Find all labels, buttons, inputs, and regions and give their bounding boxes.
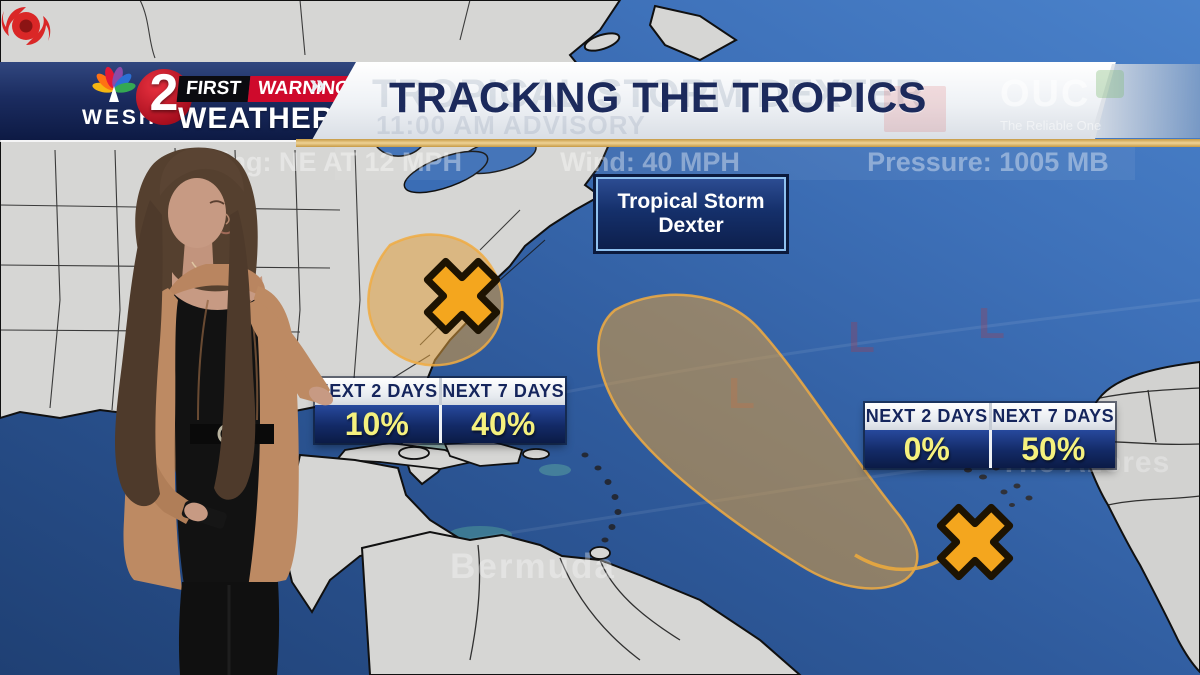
ghost-storm-title: TROPICAL STORM DEXTER xyxy=(372,72,925,116)
outlook-table-east-coast: NEXT 2 DAYS NEXT 7 DAYS 10% 40% xyxy=(315,378,565,443)
storm-name-line1: Tropical Storm xyxy=(617,189,765,213)
ghost-advisory-time: 11:00 AM ADVISORY xyxy=(376,110,646,140)
outlook2-next7-value: 50% xyxy=(988,430,1116,468)
weather-wordmark: WEATHER xyxy=(178,102,335,135)
ghost-pressure-text: Pressure: 1005 MB xyxy=(867,147,1109,177)
nbc-peacock-icon xyxy=(92,66,136,102)
outlook-table-eastern-atlantic: NEXT 2 DAYS NEXT 7 DAYS 0% 50% xyxy=(865,403,1115,468)
title-banner xyxy=(312,62,1116,140)
tropical-storm-icon xyxy=(1,7,51,45)
outlook1-next7-value: 40% xyxy=(438,405,566,443)
banner-tail xyxy=(1090,64,1200,138)
station-call-letters: WESH xyxy=(82,106,157,129)
station-branding-banner: WESH 2 FIRST WARNING » WEATHER xyxy=(0,62,384,140)
south-america-landmass xyxy=(360,530,802,675)
low-marker-2: L xyxy=(848,313,875,362)
storm-name-line2: Dexter xyxy=(658,214,724,237)
banner-navy-underline xyxy=(0,138,300,142)
ghost-wind-text: Wind: 40 MPH xyxy=(560,147,740,177)
outlook2-next7-header: NEXT 7 DAYS xyxy=(988,403,1116,430)
first-badge: FIRST xyxy=(176,76,251,102)
outlook1-next2-value: 10% xyxy=(344,405,409,442)
chevron-icon: » xyxy=(309,68,326,101)
outlook1-next7-header: NEXT 7 DAYS xyxy=(438,378,566,405)
caribbean-islands xyxy=(329,440,611,560)
ghost-red-box xyxy=(884,86,946,132)
sponsor-mark-icon xyxy=(1096,70,1125,98)
page-title: TRACKING THE TROPICS xyxy=(389,74,927,122)
low-marker-3: L xyxy=(978,299,1005,348)
storm-name-label: Tropical Storm Dexter xyxy=(593,174,789,254)
banner-gold-underline xyxy=(296,139,1200,147)
map-label-bermuda: Bermuda xyxy=(450,547,616,586)
outlook2-next2-value: 0% xyxy=(903,430,950,467)
cape-verde-dots xyxy=(1000,483,1033,507)
ghost-stat-band xyxy=(335,146,1135,180)
sponsor-logo: OUC The Reliable One xyxy=(1000,70,1150,133)
sponsor-tagline: The Reliable One xyxy=(1000,118,1102,133)
outlook2-next2-header: NEXT 2 DAYS xyxy=(865,406,988,426)
lesser-antilles-dots xyxy=(581,452,622,543)
channel-number: 2 xyxy=(149,64,179,122)
south-america-borders xyxy=(469,544,681,661)
sponsor-name: OUC xyxy=(1000,73,1091,115)
outlook1-next2-header: NEXT 2 DAYS xyxy=(315,381,438,401)
